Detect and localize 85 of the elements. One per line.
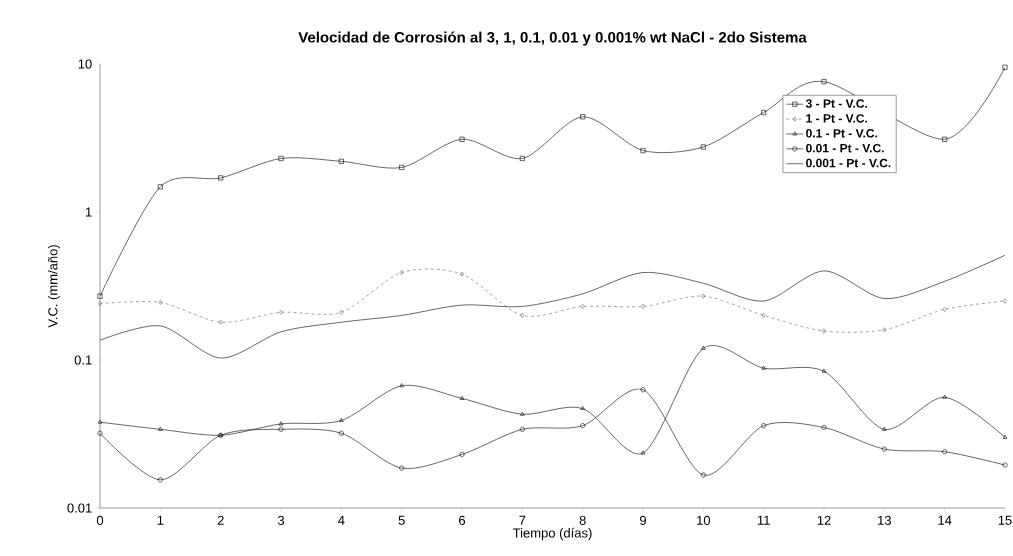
x-tick-label: 6 <box>459 515 466 525</box>
x-tick-label: 0 <box>96 515 104 525</box>
x-tick-label: 14 <box>938 515 952 525</box>
point <box>700 472 706 478</box>
x-axis-title: Tiempo (días) <box>512 527 592 541</box>
point <box>761 312 766 318</box>
x-tick-label: 9 <box>640 515 646 525</box>
point <box>640 450 646 455</box>
point <box>339 418 344 422</box>
point <box>459 136 465 142</box>
point <box>580 114 586 120</box>
point <box>1002 64 1008 70</box>
x-tick-label: 8 <box>579 515 586 525</box>
x-tick-label: 15 <box>998 515 1012 525</box>
point <box>158 426 163 431</box>
point <box>640 387 646 393</box>
point <box>338 158 344 164</box>
point <box>98 301 102 307</box>
x-tick-label: 12 <box>817 515 831 525</box>
point <box>399 164 405 170</box>
point <box>97 293 103 299</box>
point <box>580 406 585 410</box>
legend-label: 0.01 - Pt - V.C. <box>806 143 884 153</box>
point <box>580 303 585 309</box>
point <box>580 423 586 429</box>
legend-label: 0.1 - Pt - V.C. <box>806 129 878 138</box>
point <box>519 155 525 161</box>
point <box>821 424 827 430</box>
point <box>882 426 887 431</box>
point <box>279 309 283 315</box>
y-tick-label: 1 <box>85 207 92 217</box>
point <box>761 110 767 116</box>
point <box>399 383 404 388</box>
y-tick-label: 0.01 <box>67 503 92 513</box>
point <box>881 446 887 452</box>
point <box>157 477 163 483</box>
point <box>520 411 525 416</box>
x-tick-label: 4 <box>338 515 345 525</box>
point <box>942 449 948 455</box>
x-tick-label: 3 <box>277 515 285 525</box>
legend-label: 1 - Pt - V.C. <box>806 114 868 123</box>
x-tick-label: 1 <box>157 515 164 525</box>
point <box>821 368 827 373</box>
point <box>520 312 525 318</box>
point <box>882 327 887 333</box>
point <box>339 309 344 315</box>
point <box>519 426 525 432</box>
y-tick-label: 0.1 <box>74 355 92 365</box>
point <box>158 299 163 305</box>
point <box>278 155 284 161</box>
point <box>218 175 224 181</box>
point <box>942 306 947 312</box>
point <box>157 184 163 190</box>
point <box>218 319 223 325</box>
point <box>1003 298 1007 304</box>
point <box>942 394 947 399</box>
point <box>641 303 645 309</box>
x-tick-label: 13 <box>878 515 891 525</box>
x-tick-label: 5 <box>398 515 405 525</box>
point <box>821 79 827 85</box>
x-tick-label: 11 <box>757 515 770 525</box>
point <box>338 430 344 436</box>
chart-title: Velocidad de Corrosión al 3, 1, 0.1, 0.01 y 0.001% wt NaCl - 2do Sistema <box>298 31 807 46</box>
point <box>459 451 465 457</box>
legend-label: 3 - Pt - V.C. <box>805 99 868 108</box>
point <box>822 328 826 334</box>
point <box>399 465 405 471</box>
point <box>399 270 404 276</box>
x-tick-label: 2 <box>217 515 224 525</box>
point <box>761 423 767 429</box>
point <box>701 345 706 350</box>
point <box>761 365 766 370</box>
point <box>460 271 464 277</box>
point <box>700 144 706 150</box>
point <box>278 421 284 426</box>
point <box>942 136 948 142</box>
x-tick-label: 7 <box>519 515 526 525</box>
point <box>459 395 465 400</box>
x-tick-label: 10 <box>697 515 711 525</box>
y-axis-title: V.C. (mm/año) <box>47 245 61 328</box>
y-tick-label: 10 <box>78 59 92 69</box>
point <box>640 148 646 154</box>
legend-label: 0.001 - Pt - V.C. <box>806 158 891 168</box>
point <box>278 426 284 432</box>
point <box>701 293 706 299</box>
